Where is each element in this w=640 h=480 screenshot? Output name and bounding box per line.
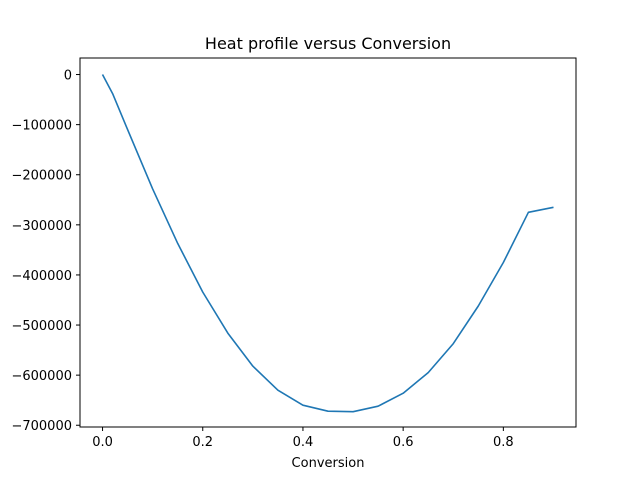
y-tick-label: −500000 [11, 319, 72, 334]
y-tick-label: 0 [64, 69, 72, 84]
y-tick-label: −600000 [11, 369, 72, 384]
x-axis-label: Conversion [292, 456, 365, 471]
y-tick-label: −300000 [11, 219, 72, 234]
series-line [101, 74, 554, 413]
chart-title: Heat profile versus Conversion [205, 34, 451, 53]
y-tick-label: −400000 [11, 269, 72, 284]
y-tick-label: −100000 [11, 119, 72, 134]
plot-layer [101, 74, 554, 413]
x-tick-label: 0.2 [192, 435, 213, 450]
x-tick-label: 0.4 [293, 435, 314, 450]
y-tick-label: −700000 [11, 419, 72, 434]
y-axis-ticks: 0 −100000 −200000 −300000 −400000 −500000 −600… [11, 69, 80, 434]
plot-frame [79, 57, 577, 428]
x-axis-ticks: 0.0 0.2 0.4 0.6 0.8 [92, 427, 514, 450]
x-tick-label: 0.8 [493, 435, 514, 450]
x-tick-label: 0.0 [92, 435, 113, 450]
x-tick-label: 0.6 [393, 435, 414, 450]
y-tick-label: −200000 [11, 169, 72, 184]
